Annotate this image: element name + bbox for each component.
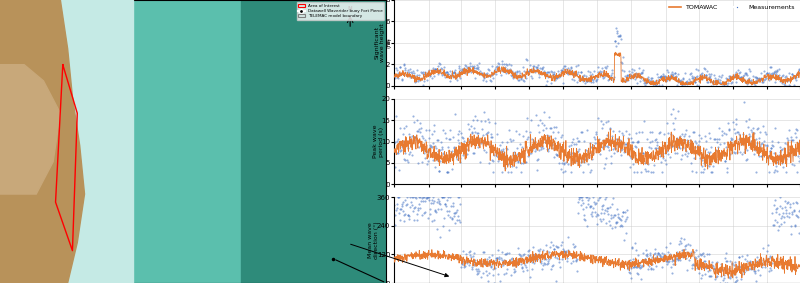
Bar <box>121 0 386 283</box>
Y-axis label: Peak wave
period (s): Peak wave period (s) <box>373 125 384 158</box>
Text: N: N <box>348 6 353 11</box>
Polygon shape <box>0 0 85 283</box>
Polygon shape <box>0 65 60 194</box>
Legend: Area of Interest, Datawell Waverider buoy Fort Pierce, TELEMAC model boundary: Area of Interest, Datawell Waverider buo… <box>297 2 384 20</box>
Bar <box>60 0 133 283</box>
Y-axis label: Significant
wave height
(m): Significant wave height (m) <box>374 23 391 62</box>
Bar <box>242 0 386 283</box>
Legend: TOMAWAC, Measurements: TOMAWAC, Measurements <box>666 3 797 12</box>
Y-axis label: Mean wave
direction (°): Mean wave direction (°) <box>369 221 379 259</box>
